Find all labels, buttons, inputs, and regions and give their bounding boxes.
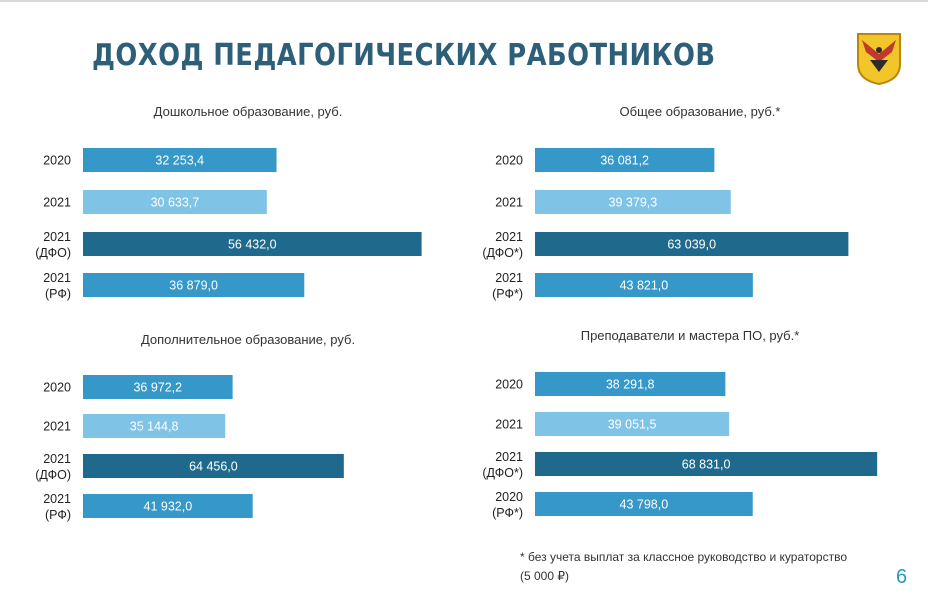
category-label: 2020 (495, 490, 523, 504)
footnote-line: * без учета выплат за классное руководст… (520, 550, 847, 564)
bar-value-label: 30 633,7 (151, 196, 200, 210)
chart-additional: Дополнительное образование, руб. 36 972,… (30, 326, 450, 546)
bar (535, 452, 878, 476)
category-label: 2021 (43, 196, 71, 210)
chart-general-svg: Общее образование, руб.* 36 081,2 2020 39 … (482, 104, 849, 301)
slide-title: ДОХОД ПЕДАГОГИЧЕСКИХ РАБОТНИКОВ (92, 38, 716, 73)
bar-value-label: 56 432,0 (228, 238, 277, 252)
chart-teachers-svg: Преподаватели и мастера ПО, руб.* 38 291… (482, 328, 878, 520)
bar-value-label: 36 081,2 (600, 154, 649, 168)
bar (83, 375, 233, 399)
bar (83, 414, 226, 438)
category-label: 2021 (43, 452, 71, 466)
bar (535, 148, 715, 172)
bar-value-label: 32 253,4 (155, 154, 204, 168)
bar-value-label: 38 291,8 (606, 378, 655, 392)
coat-of-arms-emblem (856, 32, 902, 86)
category-label: (РФ*) (492, 287, 523, 301)
category-label: 2021 (495, 196, 523, 210)
category-label: 2021 (495, 418, 523, 432)
bar (535, 492, 753, 516)
bar-value-label: 35 144,8 (130, 420, 179, 434)
bar-value-label: 36 972,2 (133, 381, 182, 395)
category-label: (ДФО) (35, 468, 71, 482)
bar-value-label: 43 821,0 (620, 279, 669, 293)
page-number: 6 (896, 566, 908, 588)
chart-additional-svg: Дополнительное образование, руб. 36 972,… (35, 332, 355, 522)
category-label: 2021 (43, 271, 71, 285)
category-label: 2020 (43, 381, 71, 395)
bar (535, 412, 730, 436)
bar (83, 148, 277, 172)
chart-preschool-svg: Дошкольное образование, руб. 32 253,4 202… (35, 104, 422, 301)
bar (535, 232, 849, 256)
chart-general: Общее образование, руб.* 36 081,2 2020 39 … (482, 96, 902, 316)
bar (535, 273, 753, 297)
top-divider (0, 0, 928, 2)
bar (535, 190, 731, 214)
bar-value-label: 43 798,0 (620, 498, 669, 512)
coat-of-arms-icon (857, 33, 901, 86)
bar-value-label: 39 051,5 (608, 418, 657, 432)
chart-title: Дополнительное образование, руб. (141, 332, 355, 347)
chart-title: Преподаватели и мастера ПО, руб.* (581, 328, 800, 343)
category-label: (ДФО*) (482, 246, 523, 260)
bar-value-label: 63 039,0 (667, 238, 716, 252)
category-label: 2020 (43, 154, 71, 168)
footnote-line: (5 000 ₽) (520, 569, 569, 583)
category-label: 2021 (43, 420, 71, 434)
category-label: (РФ) (45, 287, 71, 301)
category-label: (РФ*) (492, 506, 523, 520)
category-label: 2020 (495, 154, 523, 168)
category-label: (ДФО) (35, 246, 71, 260)
bar-value-label: 41 932,0 (144, 500, 193, 514)
category-label: 2021 (43, 230, 71, 244)
bar (535, 372, 726, 396)
bar (83, 232, 422, 256)
footnote: * без учета выплат за классное руководст… (520, 548, 860, 586)
bar (83, 494, 253, 518)
bar-value-label: 39 379,3 (609, 196, 658, 210)
bar-value-label: 36 879,0 (169, 279, 218, 293)
chart-preschool: Дошкольное образование, руб. 32 253,4 202… (30, 96, 450, 316)
bar (83, 273, 305, 297)
chart-title: Дошкольное образование, руб. (154, 104, 343, 119)
category-label: 2021 (43, 492, 71, 506)
bar-value-label: 64 456,0 (189, 460, 238, 474)
bar (83, 454, 344, 478)
chart-teachers: Преподаватели и мастера ПО, руб.* 38 291… (482, 326, 902, 546)
category-label: 2021 (495, 271, 523, 285)
bar-value-label: 68 831,0 (682, 458, 731, 472)
category-label: 2021 (495, 450, 523, 464)
category-label: 2020 (495, 378, 523, 392)
category-label: (ДФО*) (482, 466, 523, 480)
chart-title: Общее образование, руб.* (620, 104, 781, 119)
category-label: (РФ) (45, 508, 71, 522)
bar (83, 190, 267, 214)
category-label: 2021 (495, 230, 523, 244)
